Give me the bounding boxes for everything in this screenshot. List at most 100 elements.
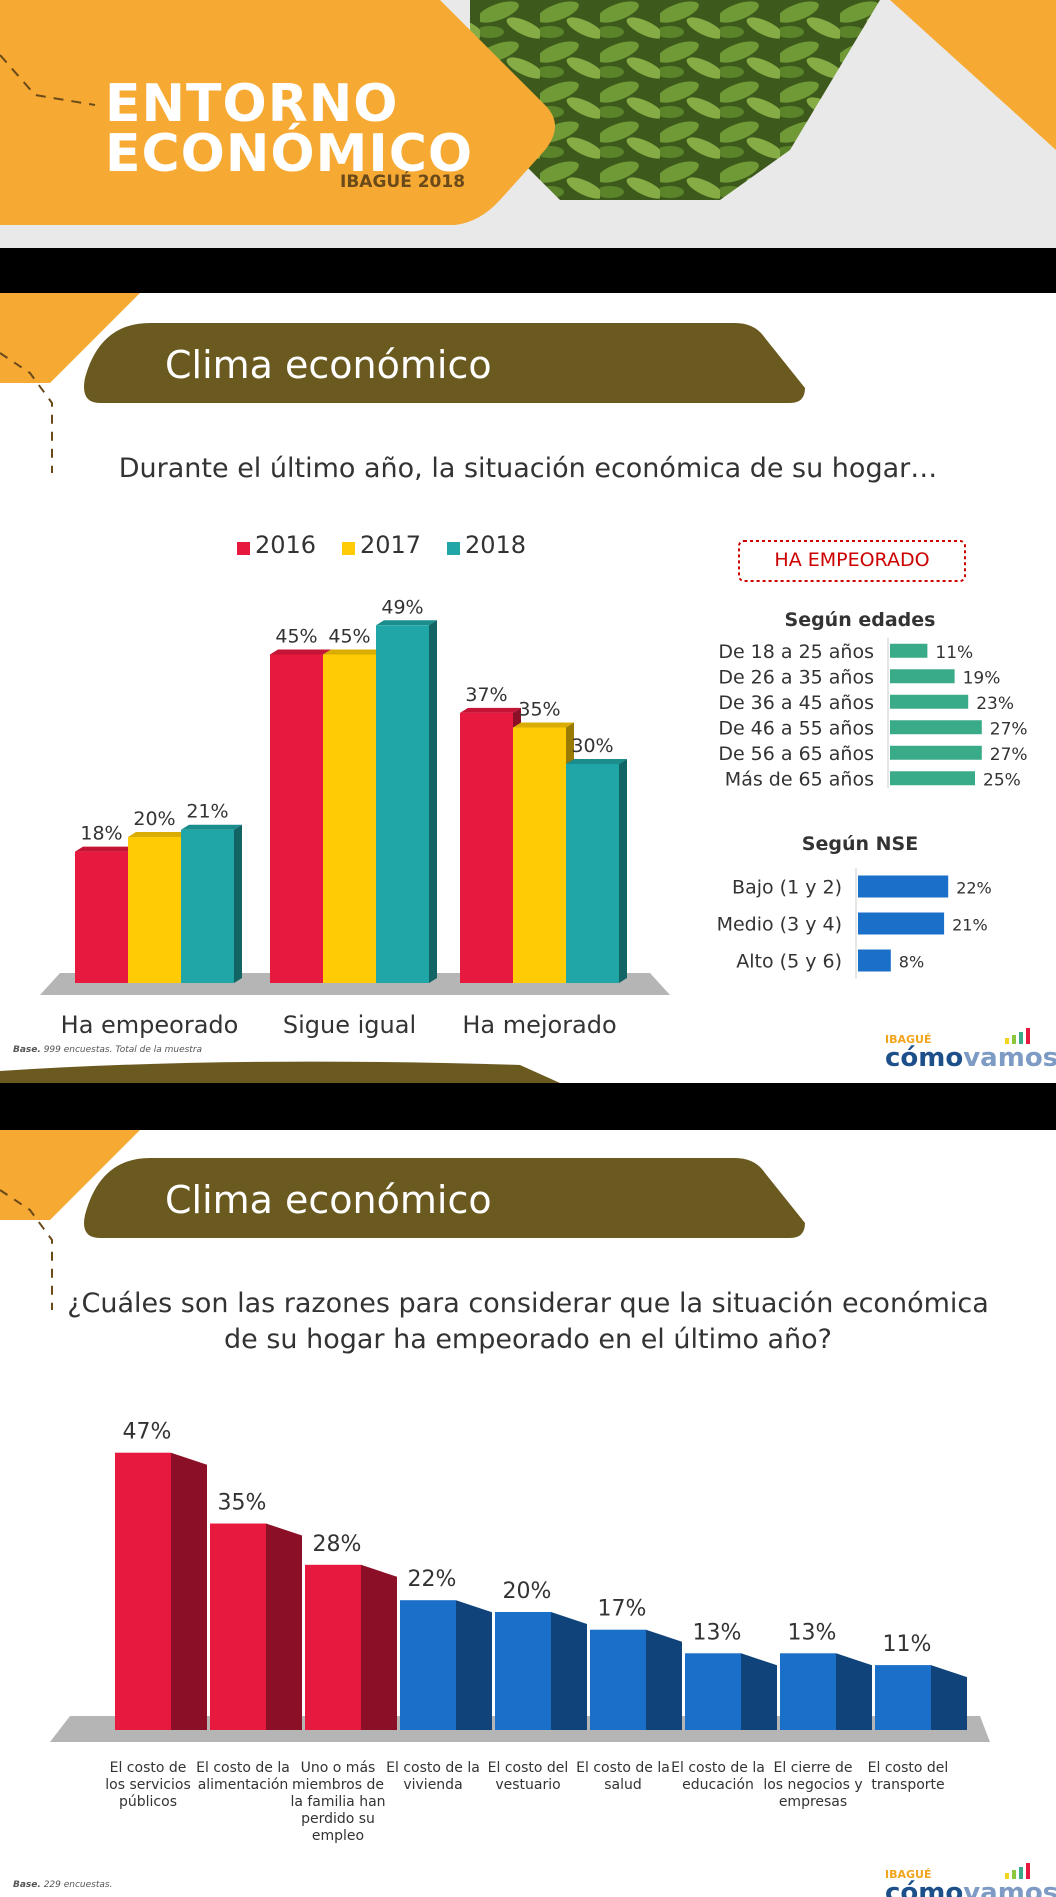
x-category-label: salud [604, 1777, 642, 1793]
header-slide: ENTORNO ECONÓMICO IBAGUÉ 2018 [0, 0, 1056, 248]
logo-como: cómo [885, 1043, 964, 1073]
bar-side [741, 1653, 777, 1730]
separator-bar-2 [0, 1083, 1056, 1130]
hbar-value-label: 27% [990, 745, 1028, 765]
bar-side [619, 759, 627, 983]
bar-side [429, 620, 437, 983]
logo-como-2: cómo [885, 1878, 964, 1897]
x-category-label: empresas [779, 1794, 847, 1810]
bar-value-label: 13% [788, 1620, 837, 1645]
base-text-2: 229 encuestas. [43, 1880, 113, 1890]
x-category-label: miembros de [292, 1777, 384, 1793]
x-category-label: vivienda [403, 1777, 462, 1793]
bar-value-label: 20% [133, 808, 175, 830]
bar-side [266, 1523, 302, 1730]
bar-side [456, 1600, 492, 1730]
x-category-label: El costo de la [671, 1760, 765, 1776]
logo-ibague-text: IBAGUÉ [885, 1033, 932, 1046]
x-category-label: El costo de [110, 1760, 187, 1776]
bar-side [171, 1452, 207, 1730]
x-category-label: El costo del [868, 1760, 949, 1776]
slide2-base-note: Base. 229 encuestas. [13, 1880, 112, 1890]
bar [495, 1612, 551, 1730]
hbar-value-label: 19% [963, 668, 1001, 688]
legend-swatch-2017 [342, 542, 355, 555]
hbar-category-label: De 26 a 35 años [718, 666, 874, 688]
header-title-line2: ECONÓMICO [105, 124, 474, 184]
bar [780, 1653, 836, 1730]
hbar-value-label: 27% [990, 719, 1028, 739]
bar [566, 764, 619, 983]
bar-side [646, 1629, 682, 1730]
bar-value-label: 37% [465, 684, 507, 706]
hbar-value-label: 22% [956, 879, 992, 898]
legend-label-2018: 2018 [465, 531, 527, 559]
bar [590, 1629, 646, 1730]
bar-top [460, 707, 521, 713]
bar-value-label: 21% [186, 801, 228, 823]
slide1-banner-title: Clima económico [165, 343, 492, 387]
hbar-category-label: De 18 a 25 años [718, 641, 874, 663]
peas-photo [470, 0, 880, 200]
bar-side [836, 1653, 872, 1730]
hbar [890, 669, 955, 684]
bar-side [551, 1612, 587, 1730]
hbar-category-label: Más de 65 años [725, 768, 874, 788]
bar [460, 712, 513, 983]
bar-side [931, 1665, 967, 1730]
ages-title: Según edades [784, 609, 936, 631]
hbar-value-label: 11% [935, 643, 973, 663]
hbar-category-label: Bajo (1 y 2) [732, 877, 842, 899]
bar-value-label: 45% [328, 626, 370, 648]
slide1-question: Durante el último año, la situación econ… [118, 453, 938, 484]
hbar [858, 912, 945, 935]
legend-swatch-2018 [447, 542, 460, 555]
hbar-value-label: 23% [976, 694, 1014, 714]
bar-top [566, 759, 627, 764]
separator-bar [0, 248, 1056, 293]
x-category-label: El cierre de [774, 1760, 853, 1776]
bar-top [376, 620, 437, 626]
x-category-label: Uno o más [301, 1760, 376, 1776]
hbar [858, 949, 891, 972]
bar-value-label: 20% [503, 1579, 552, 1604]
base-label-2: Base. [13, 1880, 41, 1890]
bar [305, 1564, 361, 1730]
banner-shape-2 [84, 1158, 805, 1238]
chart-nse: Bajo (1 y 2) 22% Medio (3 y 4) 21% Alto (5 y… [717, 868, 992, 979]
orange-shape [0, 0, 555, 225]
logo-comovamos-2: cómovamos [885, 1878, 1056, 1897]
x-category-label: perdido su [301, 1811, 375, 1827]
legend-label-2016: 2016 [255, 531, 317, 559]
x-category-label: El costo de la [576, 1760, 670, 1776]
legend-swatch-2016 [237, 542, 250, 555]
hbar-value-label: 21% [952, 916, 988, 935]
bar-value-label: 35% [218, 1491, 267, 1516]
x-category-label: la familia han [290, 1794, 385, 1810]
x-category-label: El costo de la [196, 1760, 290, 1776]
bar [115, 1452, 171, 1730]
x-category-label: transporte [871, 1777, 944, 1793]
header-background [0, 0, 1056, 225]
hbar-category-label: De 46 a 55 años [718, 717, 874, 739]
bar-value-label: 30% [571, 735, 613, 757]
x-category-label: los negocios y [763, 1777, 862, 1793]
logo-vamos-2: vamos [963, 1878, 1056, 1897]
bar [181, 829, 234, 983]
x-category-label: El costo de la [386, 1760, 480, 1776]
ha-empeorado-box [738, 540, 966, 582]
bar-value-label: 45% [275, 626, 317, 648]
slide-clima-economico-2: Clima económico ¿Cuáles son las razones … [0, 1130, 1056, 1897]
x-category-label: vestuario [495, 1777, 560, 1793]
hbar-value-label: 25% [983, 770, 1021, 788]
bar-value-label: 22% [408, 1567, 457, 1592]
header-title-line1: ENTORNO [105, 74, 399, 134]
hbar [858, 875, 949, 898]
bar-value-label: 11% [883, 1632, 932, 1657]
hbar [890, 771, 975, 786]
bar-value-label: 28% [313, 1532, 362, 1557]
hbar-value-label: 8% [899, 953, 924, 972]
bar [270, 654, 323, 983]
bar [376, 625, 429, 983]
